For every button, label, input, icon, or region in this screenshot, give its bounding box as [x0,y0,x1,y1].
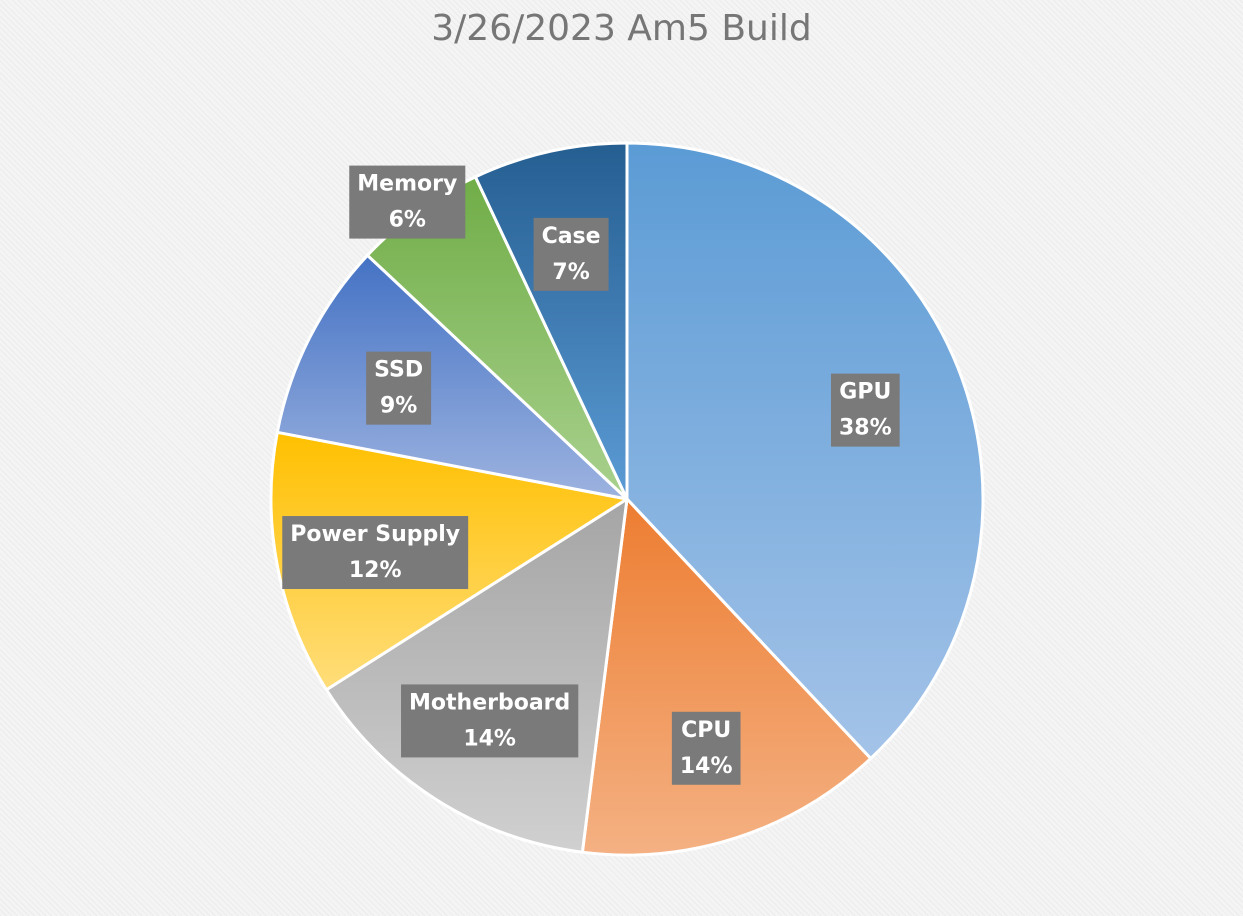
data-label-category: CPU [681,718,731,743]
pie-slice-gpu [625,141,985,761]
data-label-ssd: SSD 9% [366,351,432,425]
data-label-percent: 38% [839,416,892,441]
data-label-category: Case [542,224,601,249]
data-label-box [349,165,466,239]
data-label-memory: Memory 6% [349,165,466,239]
pie-slices [269,141,985,857]
data-label-box [401,684,579,758]
pie-slice-cpu [580,497,873,857]
data-label-category: Motherboard [409,690,570,715]
data-label-category: SSD [374,358,423,383]
data-label-gpu: GPU 38% [830,373,900,447]
data-label-box [366,351,432,425]
data-label-category: Power Supply [290,522,460,547]
chart-title: 3/26/2023 Am5 Build [431,8,812,49]
data-label-box [830,373,900,447]
data-label-percent: 14% [680,754,733,779]
pie-slice-ssd [275,253,629,501]
pie-slice-motherboard [324,497,629,854]
data-label-percent: 12% [349,558,402,583]
data-label-percent: 6% [389,208,426,233]
data-label-category: Memory [357,172,457,197]
data-label-case: Case 7% [533,217,609,291]
data-label-power-supply: Power Supply 12% [282,516,469,590]
data-label-motherboard: Motherboard 14% [401,684,579,758]
data-label-percent: 14% [463,726,516,751]
data-label-category: GPU [839,380,891,405]
pie-data-labels: GPU 38% CPU 14% Motherboard 14% Power Supply 12… [282,165,900,785]
data-label-percent: 7% [552,260,589,285]
data-label-cpu: CPU 14% [671,711,741,785]
data-label-percent: 9% [380,394,417,419]
data-label-box [282,516,469,590]
data-label-box [671,711,741,785]
data-label-box [533,217,609,291]
